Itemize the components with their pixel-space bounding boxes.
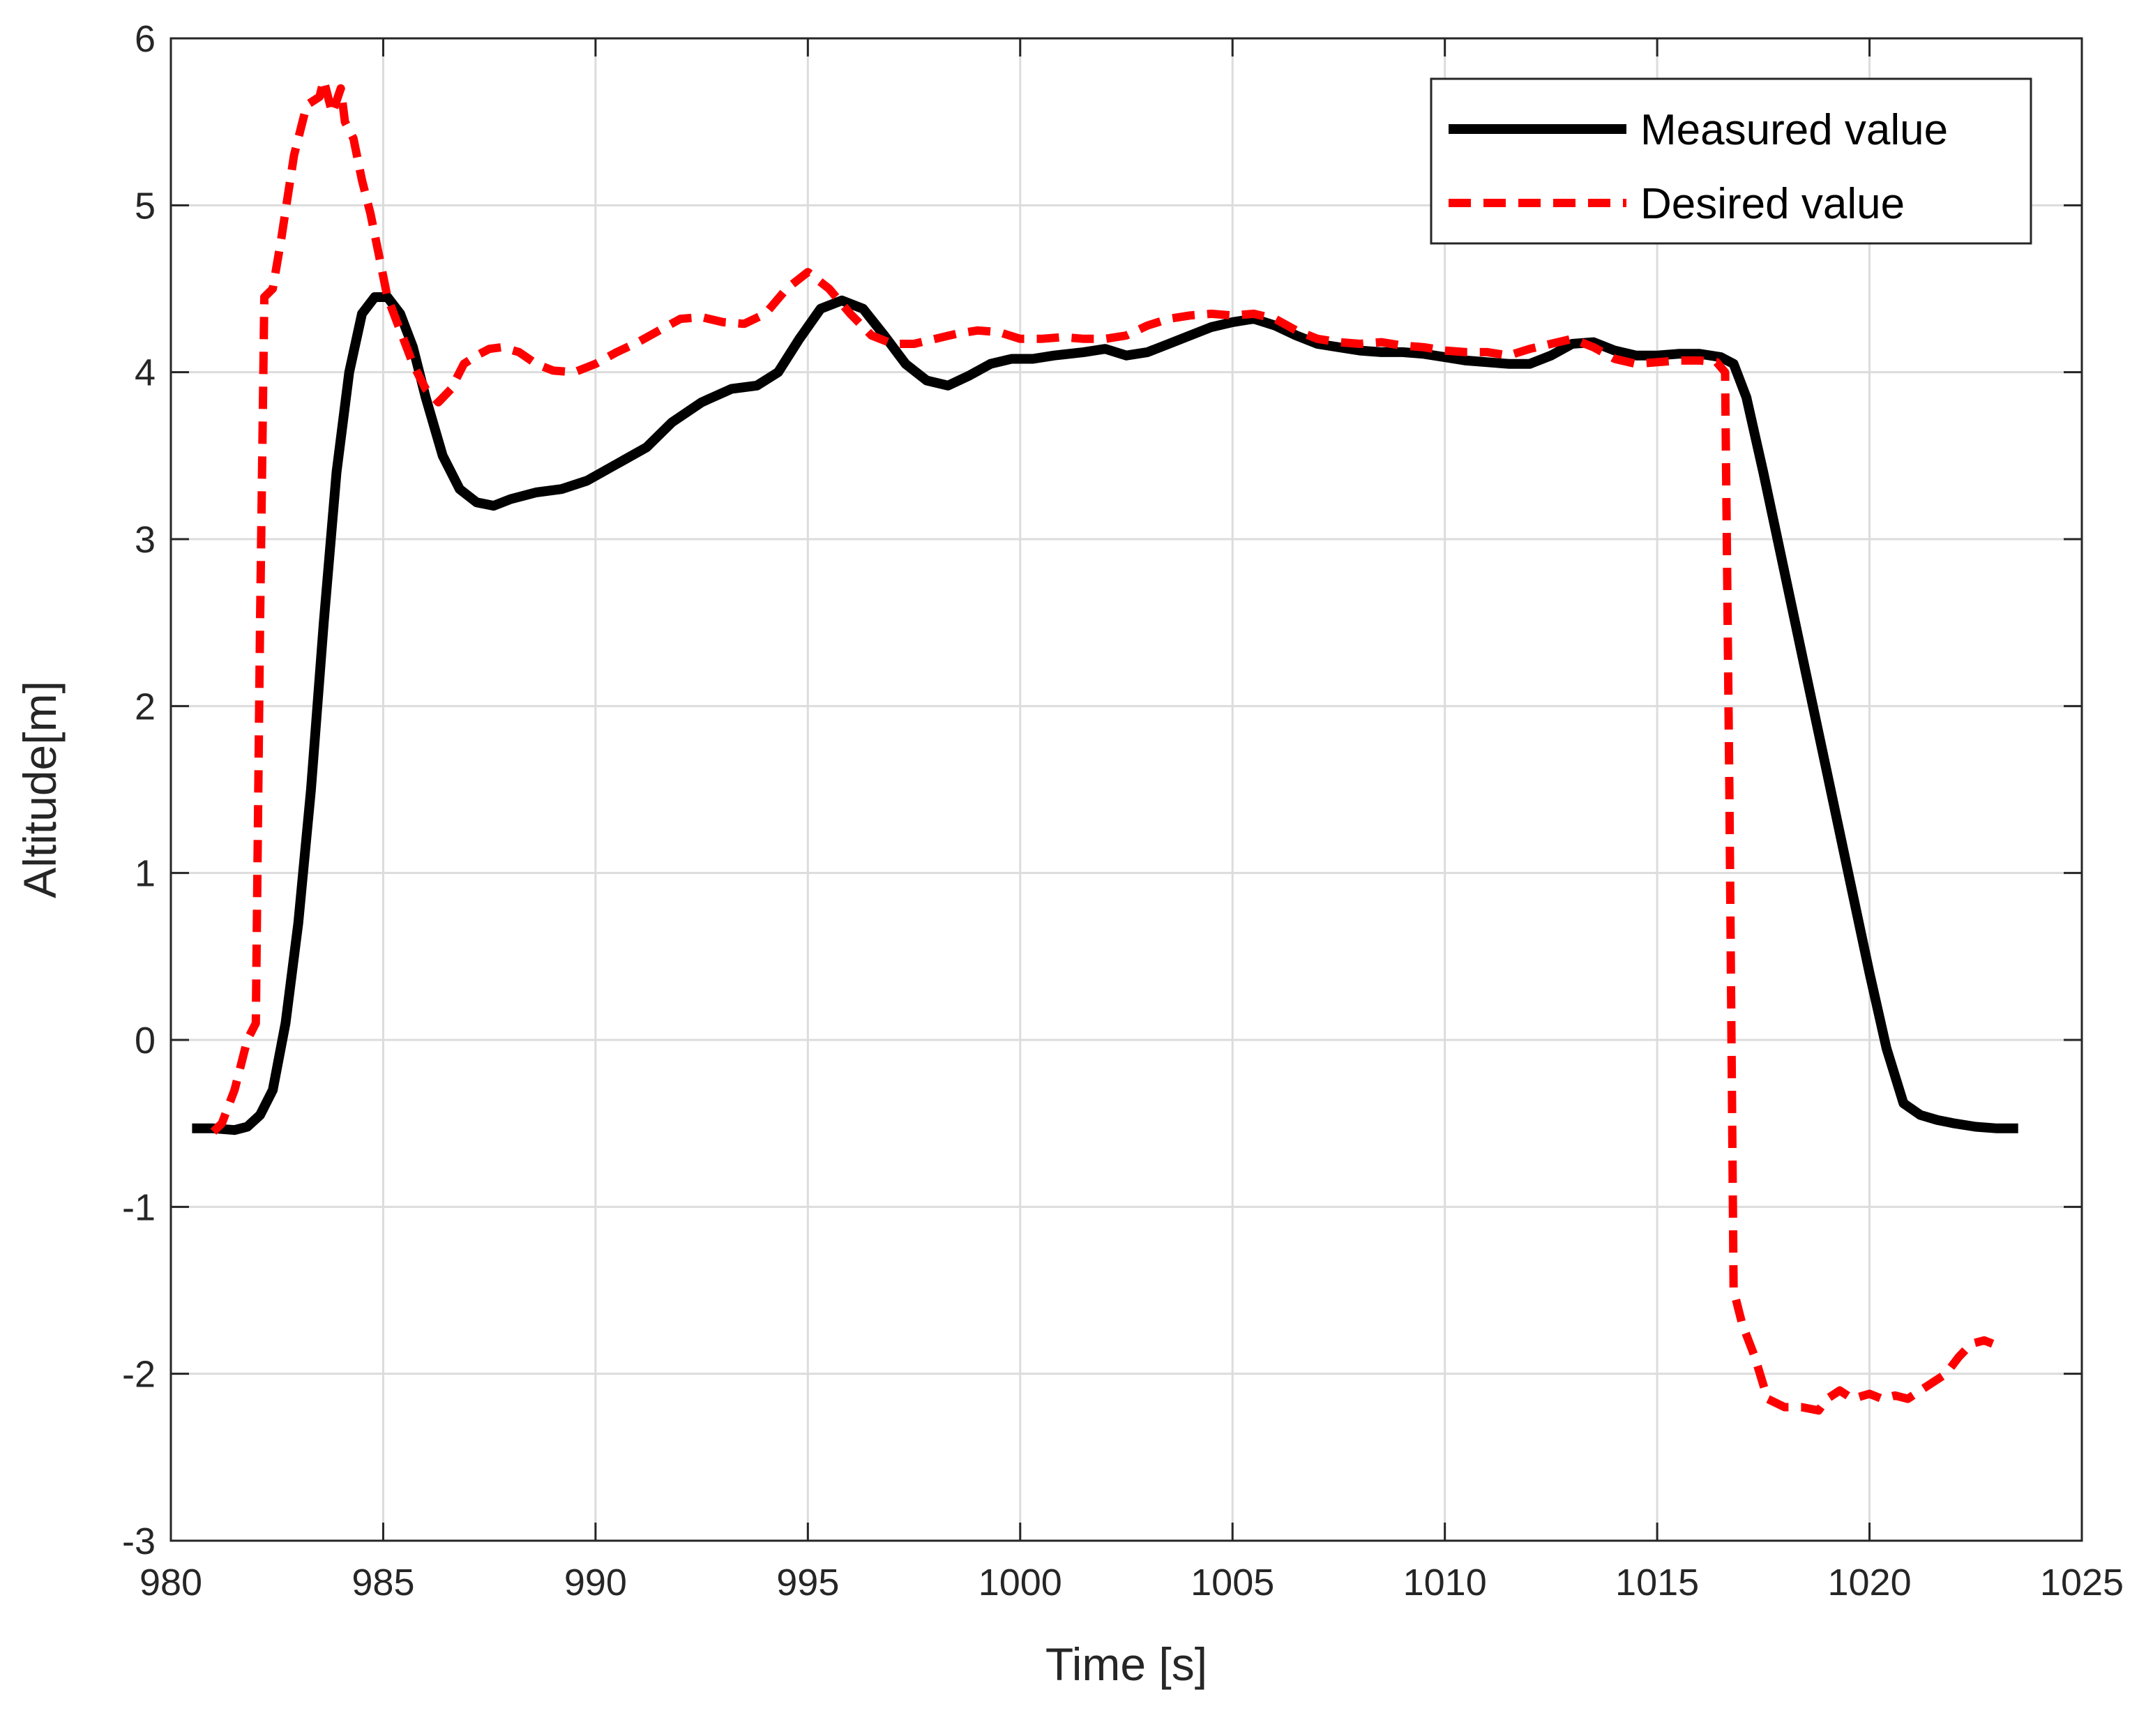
- x-tick-label: 995: [776, 1562, 839, 1603]
- grid-lines: [171, 38, 2082, 1541]
- y-tick-label: -1: [122, 1186, 156, 1228]
- y-tick-label: 3: [135, 519, 156, 561]
- plot-area: [171, 38, 2082, 1541]
- legend: Measured value Desired value: [1430, 77, 2032, 245]
- axes-frame: [169, 37, 2083, 1542]
- x-tick-label: 1015: [1615, 1562, 1699, 1603]
- x-tick-label: 1010: [1403, 1562, 1487, 1603]
- y-tick-labels: -3 -2 -1 0 1 2 3 4 5 6: [122, 18, 156, 1562]
- legend-box: [1430, 77, 2032, 245]
- y-tick-label: -3: [122, 1520, 156, 1562]
- y-tick-label: 1: [135, 853, 156, 895]
- x-tick-label: 990: [564, 1562, 627, 1603]
- y-tick-label: 0: [135, 1020, 156, 1062]
- y-tick-label: 2: [135, 686, 156, 727]
- x-tick-label: 980: [139, 1562, 202, 1603]
- x-tick-label: 1005: [1191, 1562, 1274, 1603]
- desired-value-line: [210, 75, 1995, 1415]
- x-tick-label: 985: [352, 1562, 414, 1603]
- x-axis-title: Time [s]: [1045, 1638, 1207, 1690]
- axis-ticks: [169, 37, 2083, 1542]
- y-tick-label: 5: [135, 185, 156, 227]
- y-tick-label: 4: [135, 352, 156, 394]
- x-tick-labels: 980 985 990 995 1000 1005 1010 1015 1020 1025: [139, 1562, 2124, 1603]
- y-tick-label: -2: [122, 1354, 156, 1396]
- x-tick-label: 1000: [978, 1562, 1062, 1603]
- y-axis-title: Altitude[m]: [14, 681, 66, 898]
- series-layer: [192, 75, 2018, 1415]
- y-tick-label: 6: [135, 18, 156, 60]
- legend-label-desired: Desired value: [1640, 180, 1905, 228]
- x-tick-label: 1025: [2040, 1562, 2124, 1603]
- legend-label-measured: Measured value: [1640, 106, 1948, 154]
- x-tick-label: 1020: [1827, 1562, 1911, 1603]
- measured-value-line: [192, 292, 2018, 1135]
